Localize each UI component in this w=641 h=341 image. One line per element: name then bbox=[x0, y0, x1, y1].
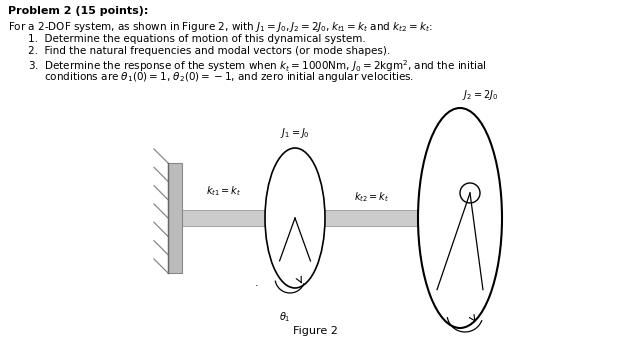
Text: conditions are $\theta_1(0) = 1$, $\theta_2(0) = -1$, and zero initial angular v: conditions are $\theta_1(0) = 1$, $\thet… bbox=[44, 70, 414, 84]
Text: $k_{t1}=k_t$: $k_{t1}=k_t$ bbox=[206, 184, 241, 198]
Circle shape bbox=[460, 183, 480, 203]
Ellipse shape bbox=[418, 108, 502, 328]
Ellipse shape bbox=[265, 148, 325, 288]
Bar bbox=[168, 163, 182, 273]
Text: 2.  Find the natural frequencies and modal vectors (or mode shapes).: 2. Find the natural frequencies and moda… bbox=[28, 46, 390, 56]
Bar bbox=[182, 210, 490, 226]
Text: .: . bbox=[255, 278, 259, 288]
Text: 3.  Determine the response of the system when $k_t =1000$Nm, $J_0=2$kgm$^2$, and: 3. Determine the response of the system … bbox=[28, 58, 487, 74]
Text: $J_2=2J_0$: $J_2=2J_0$ bbox=[462, 88, 498, 102]
Text: Figure 2: Figure 2 bbox=[292, 326, 337, 336]
Text: 1.  Determine the equations of motion of this dynamical system.: 1. Determine the equations of motion of … bbox=[28, 34, 366, 44]
Text: Problem 2 (15 points):: Problem 2 (15 points): bbox=[8, 6, 148, 16]
Text: $\theta_1$: $\theta_1$ bbox=[279, 310, 291, 324]
Text: $k_{t2}=k_t$: $k_{t2}=k_t$ bbox=[354, 190, 389, 204]
Text: $J_1=J_0$: $J_1=J_0$ bbox=[280, 126, 310, 140]
Text: For a 2-DOF system, as shown in Figure 2, with $J_1 = J_0, J_2 = 2J_0, k_{t1} = : For a 2-DOF system, as shown in Figure 2… bbox=[8, 20, 433, 34]
